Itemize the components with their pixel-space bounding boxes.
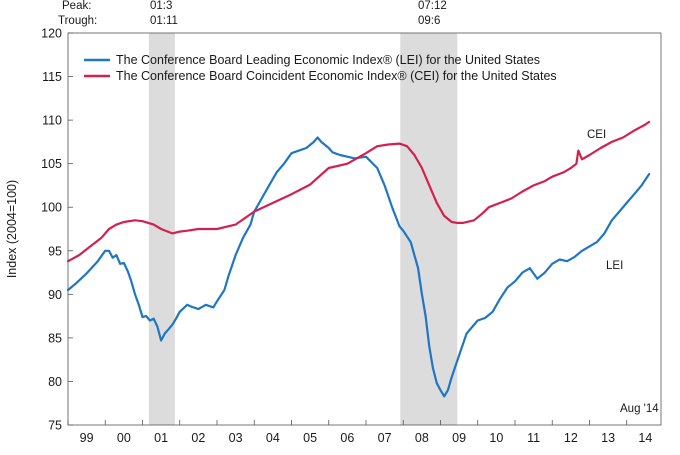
x-tick-label-03: 03	[229, 431, 243, 445]
legend: The Conference Board Leading Economic In…	[84, 53, 557, 83]
x-tick-label-06: 06	[340, 431, 354, 445]
y-tick-label-80: 80	[48, 375, 62, 389]
recession-shading-layer	[148, 33, 458, 425]
series-lines	[66, 120, 651, 398]
date-annotation: Aug '14	[620, 403, 659, 415]
plot-frame	[67, 32, 662, 426]
y-tick-marks	[68, 32, 73, 426]
x-tick-label-11: 11	[527, 431, 540, 445]
y-tick-label-75: 75	[48, 419, 62, 433]
x-tick-label-07: 07	[378, 431, 392, 445]
x-tick-label-05: 05	[303, 431, 317, 445]
y-tick-label-85: 85	[48, 331, 62, 345]
x-tick-label-02: 02	[191, 431, 205, 445]
series-line-cei	[66, 120, 651, 263]
x-tick-label-12: 12	[564, 431, 578, 445]
series-line-lei	[66, 136, 651, 398]
y-tick-label-115: 115	[42, 70, 62, 84]
x-tick-label-09: 09	[452, 431, 466, 445]
legend-label-lei: The Conference Board Leading Economic In…	[116, 53, 540, 67]
x-tick-label-08: 08	[415, 431, 429, 445]
series-label-lei: LEI	[606, 260, 623, 272]
x-tick-label-13: 13	[601, 431, 615, 445]
recession-band-2	[400, 33, 458, 425]
x-tick-label-14: 14	[638, 431, 652, 445]
recession-1-peak-date: 01:3	[150, 0, 173, 12]
y-tick-label-110: 110	[42, 114, 62, 128]
recession-2-peak-date: 07:12	[418, 0, 447, 12]
recession-2-trough-date: 09:6	[418, 15, 441, 27]
y-tick-label-95: 95	[48, 244, 62, 258]
y-tick-label-105: 105	[41, 157, 62, 171]
peak-label: Peak:	[62, 0, 92, 12]
y-tick-labels: 75 80 85 90 95 100 105 110 115 120	[41, 27, 62, 433]
y-tick-label-120: 120	[41, 27, 62, 41]
legend-label-cei: The Conference Board Coincident Economic…	[116, 69, 557, 83]
y-tick-label-90: 90	[48, 288, 62, 302]
x-tick-labels: 99 00 01 02 03 04 05 06 07 08 09 10 11 12 13 14	[67, 420, 652, 445]
x-tick-label-99: 99	[80, 431, 94, 445]
series-label-cei: CEI	[587, 129, 606, 141]
x-tick-label-04: 04	[266, 431, 280, 445]
x-tick-label-00: 00	[117, 431, 131, 445]
x-tick-label-01: 01	[154, 431, 168, 445]
x-tick-label-10: 10	[489, 431, 503, 445]
recession-1-trough-date: 01:11	[150, 15, 178, 27]
y-tick-label-100: 100	[41, 201, 62, 215]
y-axis-title: Index (2004=100)	[5, 180, 19, 278]
trough-label: Trough:	[58, 15, 98, 27]
